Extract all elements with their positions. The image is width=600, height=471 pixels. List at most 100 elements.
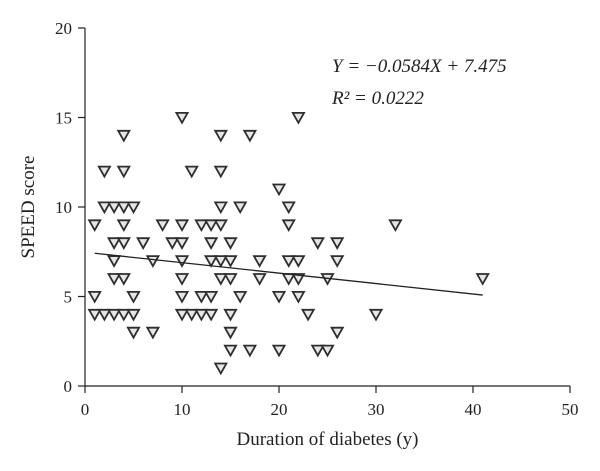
y-tick-label: 5 bbox=[64, 288, 73, 307]
data-point bbox=[106, 308, 122, 322]
data-point bbox=[116, 219, 131, 233]
y-axis-title: SPEED score bbox=[18, 156, 39, 259]
x-tick-label: 20 bbox=[271, 400, 288, 419]
data-point bbox=[203, 255, 219, 268]
data-point bbox=[320, 344, 335, 358]
data-point bbox=[223, 273, 238, 286]
data-point bbox=[213, 201, 228, 215]
data-point bbox=[174, 237, 190, 250]
data-point bbox=[330, 255, 345, 268]
data-point bbox=[233, 291, 248, 304]
data-point bbox=[291, 255, 306, 268]
y-tick-label: 0 bbox=[64, 377, 73, 396]
data-point bbox=[213, 219, 228, 233]
data-point bbox=[126, 326, 141, 340]
data-point bbox=[213, 165, 228, 179]
data-point bbox=[203, 308, 219, 322]
x-axis-title: Duration of diabetes (y) bbox=[236, 429, 418, 450]
data-point bbox=[174, 255, 190, 268]
data-point bbox=[213, 362, 228, 376]
data-point bbox=[223, 308, 238, 322]
plot-area: 0 10 20 30 40 50 0 5 10 15 20 bbox=[55, 19, 579, 419]
data-point bbox=[271, 344, 287, 358]
data-point bbox=[106, 255, 122, 268]
data-point bbox=[97, 201, 112, 215]
data-point bbox=[271, 291, 287, 304]
data-point bbox=[97, 308, 112, 322]
data-point bbox=[116, 308, 131, 322]
regression-line bbox=[94, 252, 483, 296]
data-point bbox=[174, 308, 190, 322]
data-point bbox=[213, 129, 228, 143]
x-tick-label: 40 bbox=[465, 400, 482, 419]
x-axis-ticks: 0 10 20 30 40 50 bbox=[81, 386, 579, 419]
data-point bbox=[213, 255, 228, 268]
data-point bbox=[330, 326, 345, 340]
data-point bbox=[252, 273, 267, 286]
data-point bbox=[116, 237, 131, 250]
data-point bbox=[475, 273, 490, 286]
data-point bbox=[174, 219, 190, 233]
data-point bbox=[203, 291, 219, 304]
data-point bbox=[300, 308, 316, 322]
data-point bbox=[174, 291, 190, 304]
data-point bbox=[106, 237, 122, 250]
data-point bbox=[165, 237, 180, 250]
data-point bbox=[126, 201, 141, 215]
data-point bbox=[194, 291, 209, 304]
data-point bbox=[291, 273, 306, 286]
data-point bbox=[155, 219, 170, 233]
y-axis-ticks: 0 5 10 15 20 bbox=[55, 19, 85, 396]
data-point bbox=[106, 201, 122, 215]
data-point bbox=[184, 165, 199, 179]
data-point bbox=[116, 201, 131, 215]
data-point bbox=[223, 344, 238, 358]
y-tick-label: 20 bbox=[55, 19, 72, 38]
x-tick-label: 30 bbox=[368, 400, 385, 419]
data-point bbox=[184, 308, 199, 322]
data-point bbox=[116, 165, 131, 179]
regression-equation: Y = −0.0584X + 7.475 bbox=[332, 56, 507, 77]
data-point bbox=[281, 255, 296, 268]
data-point bbox=[330, 237, 345, 250]
data-point bbox=[242, 344, 258, 358]
data-point bbox=[194, 308, 209, 322]
data-point bbox=[388, 219, 403, 233]
x-tick-label: 50 bbox=[562, 400, 579, 419]
data-point bbox=[252, 255, 267, 268]
data-point bbox=[126, 291, 141, 304]
data-point bbox=[242, 129, 258, 143]
data-point bbox=[281, 219, 296, 233]
data-point bbox=[203, 219, 219, 233]
data-point bbox=[174, 112, 190, 125]
data-point bbox=[106, 273, 122, 286]
data-point bbox=[291, 291, 306, 304]
data-point bbox=[213, 273, 228, 286]
data-point bbox=[368, 308, 384, 322]
r-squared-annotation: R² = 0.0222 bbox=[331, 88, 424, 109]
y-tick-label: 15 bbox=[55, 109, 72, 128]
x-tick-label: 0 bbox=[81, 400, 90, 419]
data-point bbox=[223, 326, 238, 340]
data-point bbox=[233, 201, 248, 215]
data-point bbox=[116, 129, 131, 143]
data-point bbox=[310, 344, 325, 358]
x-tick-label: 10 bbox=[174, 400, 191, 419]
data-point bbox=[223, 255, 238, 268]
y-tick-label: 10 bbox=[55, 198, 72, 217]
data-point bbox=[116, 273, 131, 286]
data-point bbox=[281, 201, 296, 215]
data-point bbox=[87, 291, 102, 304]
data-point bbox=[203, 237, 219, 250]
data-point bbox=[174, 273, 190, 286]
data-point bbox=[194, 219, 209, 233]
data-point bbox=[126, 308, 141, 322]
data-point bbox=[87, 308, 102, 322]
data-point bbox=[97, 165, 112, 179]
data-point bbox=[223, 237, 238, 250]
data-point bbox=[136, 237, 151, 250]
data-point bbox=[271, 183, 287, 197]
data-point bbox=[310, 237, 325, 250]
data-point bbox=[145, 326, 161, 340]
